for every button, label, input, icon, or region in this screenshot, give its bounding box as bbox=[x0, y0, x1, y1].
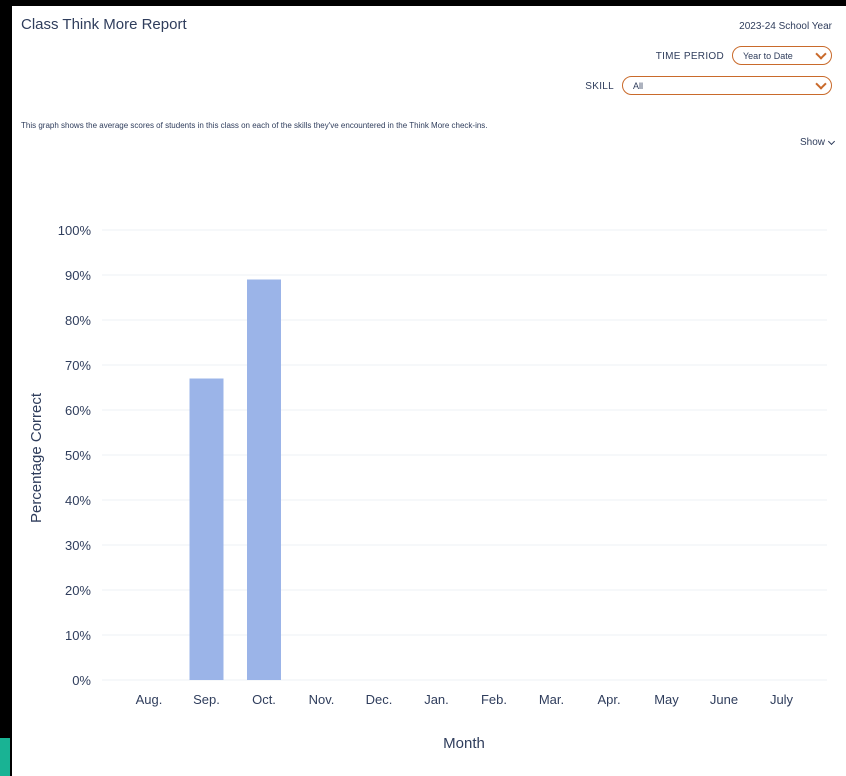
x-tick-label: Dec. bbox=[366, 692, 393, 707]
x-tick-label: Mar. bbox=[539, 692, 564, 707]
y-tick-label: 50% bbox=[65, 448, 91, 463]
y-tick-label: 100% bbox=[58, 223, 92, 238]
skill-select[interactable]: All bbox=[622, 76, 832, 95]
y-axis-title: Percentage Correct bbox=[28, 392, 45, 523]
bar-sep[interactable] bbox=[189, 378, 224, 681]
y-axis-ticks: 0% 10% 20% 30% 40% 50% 60% 70% 80% 90% 100% bbox=[58, 223, 92, 688]
time-period-value: Year to Date bbox=[743, 50, 793, 61]
x-tick-label: Sep. bbox=[193, 692, 220, 707]
x-axis-ticks: Aug. Sep. Oct. Nov. Dec. Jan. Feb. Mar. Apr. May J… bbox=[136, 692, 794, 707]
time-period-label: TIME PERIOD bbox=[655, 51, 724, 62]
left-edge-strip bbox=[0, 738, 10, 776]
show-toggle[interactable]: Show bbox=[799, 137, 836, 148]
skill-value: All bbox=[633, 80, 644, 91]
y-tick-label: 30% bbox=[65, 538, 91, 553]
x-axis-title: Month bbox=[443, 735, 485, 752]
x-tick-label: July bbox=[770, 692, 794, 707]
y-tick-label: 70% bbox=[65, 358, 91, 373]
y-tick-label: 10% bbox=[65, 628, 91, 643]
y-tick-label: 80% bbox=[65, 313, 91, 328]
x-tick-label: Jan. bbox=[424, 692, 449, 707]
chart-description: This graph shows the average scores of s… bbox=[21, 121, 488, 130]
x-tick-label: May bbox=[654, 692, 679, 707]
school-year-label: 2023-24 School Year bbox=[739, 21, 832, 32]
bar-oct[interactable] bbox=[247, 279, 281, 681]
x-tick-label: Aug. bbox=[136, 692, 163, 707]
skill-label: SKILL bbox=[585, 81, 614, 92]
y-tick-label: 60% bbox=[65, 403, 91, 418]
y-tick-label: 20% bbox=[65, 583, 91, 598]
y-tick-label: 90% bbox=[65, 268, 91, 283]
x-tick-label: Feb. bbox=[481, 692, 507, 707]
page-title: Class Think More Report bbox=[21, 16, 187, 33]
x-tick-label: Apr. bbox=[597, 692, 620, 707]
x-tick-label: June bbox=[710, 692, 738, 707]
show-label: Show bbox=[799, 137, 825, 148]
bar-chart: 0% 10% 20% 30% 40% 50% 60% 70% 80% 90% 100% Aug. Se… bbox=[28, 223, 827, 752]
x-tick-label: Nov. bbox=[309, 692, 335, 707]
time-period-select[interactable]: Year to Date bbox=[732, 46, 832, 65]
y-tick-label: 0% bbox=[72, 673, 91, 688]
x-tick-label: Oct. bbox=[252, 692, 276, 707]
chart-bars bbox=[189, 279, 281, 681]
report-panel: Class Think More Report 2023-24 School Y… bbox=[12, 6, 846, 776]
y-tick-label: 40% bbox=[65, 493, 91, 508]
